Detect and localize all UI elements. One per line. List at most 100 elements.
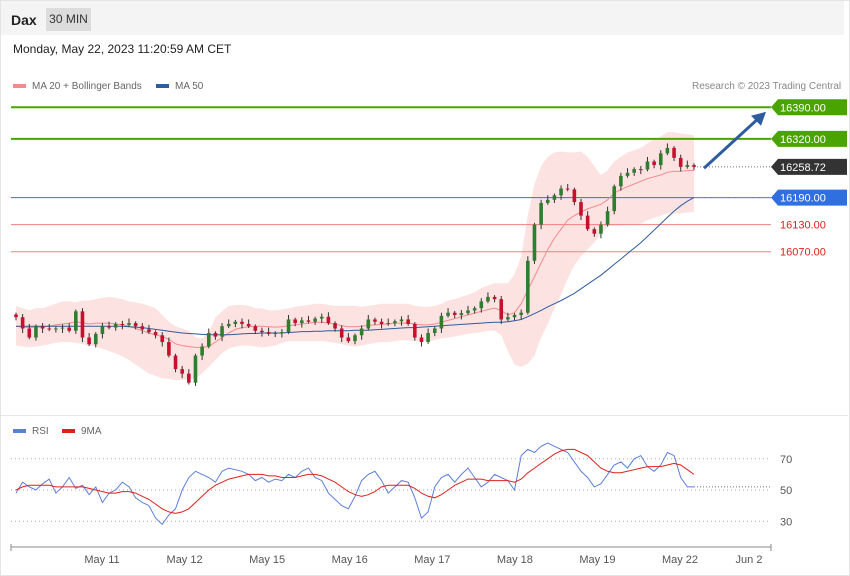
timeframe-button[interactable]: 30 MIN [46, 8, 91, 31]
candle-body [220, 326, 224, 337]
candle-body [359, 328, 364, 336]
candle-body [479, 301, 484, 309]
level-tag-16190.00: 16190.00 [780, 193, 826, 205]
candle-body [545, 199, 550, 203]
x-tick-label: May 18 [497, 554, 533, 566]
candle-body [346, 337, 351, 342]
projection-arrow-shaft [702, 117, 760, 170]
candle-body [658, 153, 663, 166]
candle-body [300, 320, 304, 324]
candle-body [200, 346, 204, 356]
candle-body [419, 337, 424, 343]
candle-body [87, 337, 91, 345]
candle-body [280, 332, 284, 334]
candle-body [93, 333, 98, 345]
candle-body [180, 369, 184, 374]
rsi-tick-50: 50 [780, 485, 792, 497]
candle-body [206, 333, 211, 347]
candle-body [672, 147, 676, 158]
candle-body [639, 169, 643, 171]
legend-ma20-label: MA 20 + Bollinger Bands [32, 81, 142, 92]
level-tag-16390.00: 16390.00 [780, 102, 826, 114]
legend-9ma: 9MA [62, 426, 102, 437]
chart-datetime: Monday, May 22, 2023 11:20:59 AM CET [13, 42, 232, 56]
candle-body [20, 317, 25, 329]
candle-body [386, 323, 391, 325]
level-tag-16130.00: 16130.00 [780, 220, 826, 232]
legend-ma50-label: MA 50 [175, 81, 204, 92]
candle-body [426, 333, 430, 343]
candle-body [133, 323, 138, 327]
candle-body [80, 311, 85, 338]
candle-body [399, 319, 404, 322]
candle-body [692, 165, 696, 167]
candle-body [492, 296, 497, 300]
candle-body [60, 327, 65, 329]
candle-body [253, 326, 258, 331]
candle-body [645, 161, 650, 170]
candle-body [526, 260, 530, 313]
candle-body [439, 315, 444, 329]
candle-body [486, 296, 490, 302]
ma50-line [16, 197, 695, 336]
candle-body [552, 195, 557, 200]
candle-body [592, 229, 597, 234]
candle-body [512, 314, 517, 318]
candle-body [120, 323, 125, 325]
rsi-tick-30: 30 [780, 516, 792, 528]
candle-body [213, 333, 218, 337]
candle-body [585, 215, 590, 230]
candle-body [366, 319, 371, 329]
candle-body [499, 299, 504, 320]
candle-body [459, 313, 464, 315]
x-tick-label: May 22 [662, 554, 698, 566]
projection-arrow-head [751, 111, 766, 126]
candle-body [685, 165, 690, 167]
candle-body [579, 202, 583, 216]
candle-body [559, 188, 563, 196]
candle-body [273, 333, 278, 334]
candle-body [619, 175, 623, 187]
level-tag-16070.00: 16070.00 [780, 247, 826, 259]
candle-body [539, 202, 543, 225]
ticker-label: Dax [11, 12, 37, 28]
candle-body [27, 328, 32, 338]
candle-body [14, 314, 18, 318]
x-tick-label: Jun 2 [736, 554, 763, 566]
candle-body [612, 186, 617, 212]
candle-body [127, 323, 131, 325]
candle-body [40, 326, 45, 329]
legend-rsi: RSI [13, 426, 49, 437]
x-tick-label: May 16 [332, 554, 368, 566]
legend-ma20-bollinger: MA 20 + Bollinger Bands [13, 81, 142, 92]
candle-body [333, 323, 337, 329]
candle-body [173, 355, 178, 370]
candle-body [406, 319, 410, 324]
panel-divider [1, 415, 848, 416]
candle-body [313, 318, 317, 322]
candle-body [160, 335, 165, 343]
candle-body [67, 327, 71, 331]
candle-body [506, 317, 510, 320]
candle-body [632, 169, 636, 173]
last-price-tag-bg [771, 158, 847, 175]
candle-body [260, 330, 264, 333]
legend-swatch-rsi [13, 429, 26, 434]
candle-body [379, 321, 384, 324]
candle-body [226, 323, 231, 327]
candle-body [147, 329, 151, 333]
candle-body [266, 332, 271, 334]
x-tick-label: May 17 [414, 554, 450, 566]
candle-body [413, 323, 417, 338]
candle-body [625, 172, 630, 176]
candle-body [393, 321, 397, 324]
level-tag-16320.00: 16320.00 [780, 134, 826, 146]
legend-swatch-ma20 [13, 84, 26, 89]
candle-body [466, 310, 470, 314]
candle-body [100, 326, 105, 334]
candle-body [339, 328, 344, 338]
candle-body [240, 321, 244, 324]
candle-body [246, 323, 251, 327]
candle-body [54, 328, 58, 330]
level-tag-16390.00-bg [771, 99, 847, 116]
